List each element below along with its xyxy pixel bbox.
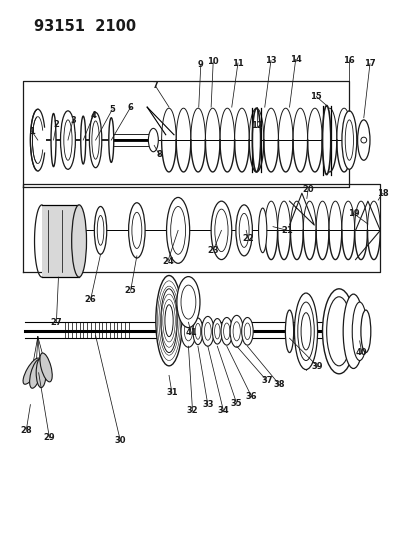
Ellipse shape [212,319,222,344]
Ellipse shape [252,108,260,172]
Ellipse shape [201,317,214,346]
Ellipse shape [176,277,199,328]
Ellipse shape [164,305,173,337]
Text: 35: 35 [230,399,242,408]
Ellipse shape [36,358,46,387]
Text: 4: 4 [90,111,96,119]
Text: 17: 17 [363,59,375,68]
Text: 16: 16 [343,56,354,65]
Text: 13: 13 [264,56,276,65]
Ellipse shape [357,120,369,160]
Ellipse shape [128,203,145,258]
Text: 15: 15 [310,92,321,101]
Ellipse shape [81,116,85,164]
Ellipse shape [195,324,200,340]
Ellipse shape [155,276,182,366]
Ellipse shape [204,322,211,340]
Bar [37,109,46,171]
Ellipse shape [344,120,353,160]
Ellipse shape [233,322,240,341]
Text: 39: 39 [311,362,323,371]
Ellipse shape [148,128,158,152]
Ellipse shape [235,205,252,256]
Text: 37: 37 [261,376,272,385]
Text: 34: 34 [217,407,229,416]
Ellipse shape [166,197,189,263]
Ellipse shape [211,201,231,260]
Text: 31: 31 [166,389,177,398]
Text: 5: 5 [109,106,115,114]
Text: 2: 2 [53,119,59,128]
Text: 7: 7 [152,82,158,91]
Text: 32: 32 [186,407,198,416]
Ellipse shape [60,111,75,169]
Ellipse shape [297,302,313,360]
Ellipse shape [64,120,72,160]
Text: 12: 12 [250,121,262,130]
Ellipse shape [322,106,330,175]
Ellipse shape [326,297,351,366]
Text: 1: 1 [28,126,35,135]
Ellipse shape [40,353,52,382]
Text: 33: 33 [202,400,213,409]
Ellipse shape [192,318,202,345]
Ellipse shape [89,112,102,168]
Ellipse shape [223,323,230,340]
Text: 3: 3 [70,116,76,125]
Ellipse shape [341,111,356,169]
Text: 8: 8 [156,150,162,159]
Ellipse shape [244,323,250,340]
Text: 28: 28 [20,426,32,434]
Ellipse shape [300,313,310,350]
Ellipse shape [184,322,192,341]
Ellipse shape [214,324,219,339]
Ellipse shape [322,289,355,374]
Text: 36: 36 [245,392,257,401]
Ellipse shape [230,316,243,347]
Ellipse shape [94,206,107,254]
Text: 18: 18 [376,189,387,198]
Ellipse shape [92,121,99,159]
Text: 6: 6 [128,103,133,111]
Ellipse shape [294,293,317,369]
Ellipse shape [160,289,177,352]
Ellipse shape [30,359,42,388]
Ellipse shape [241,318,253,345]
Text: 21: 21 [281,226,293,235]
Ellipse shape [51,114,56,167]
Text: 41: 41 [185,328,197,337]
Ellipse shape [109,118,114,163]
Ellipse shape [258,208,266,253]
Text: 29: 29 [43,433,55,442]
Text: 24: 24 [161,257,173,265]
Text: 30: 30 [114,436,126,445]
Ellipse shape [360,310,370,352]
Text: 26: 26 [85,295,96,304]
Text: 22: 22 [242,235,254,244]
Text: 20: 20 [301,185,313,194]
Ellipse shape [23,358,40,384]
Ellipse shape [342,294,363,368]
Text: 14: 14 [289,55,301,64]
Text: 10: 10 [207,58,218,67]
Text: 11: 11 [232,59,243,68]
Text: 23: 23 [207,246,218,255]
Ellipse shape [285,310,293,352]
Text: 25: 25 [124,286,136,295]
Ellipse shape [180,316,195,347]
Bar [42,205,79,277]
Ellipse shape [71,205,86,277]
Text: 40: 40 [355,348,367,357]
Text: 93151  2100: 93151 2100 [33,20,135,35]
Ellipse shape [351,302,366,360]
Text: 19: 19 [347,209,358,218]
Text: 38: 38 [273,380,284,389]
Circle shape [360,137,366,143]
Text: 27: 27 [50,318,62,327]
Ellipse shape [221,318,232,345]
Text: 9: 9 [197,60,203,69]
